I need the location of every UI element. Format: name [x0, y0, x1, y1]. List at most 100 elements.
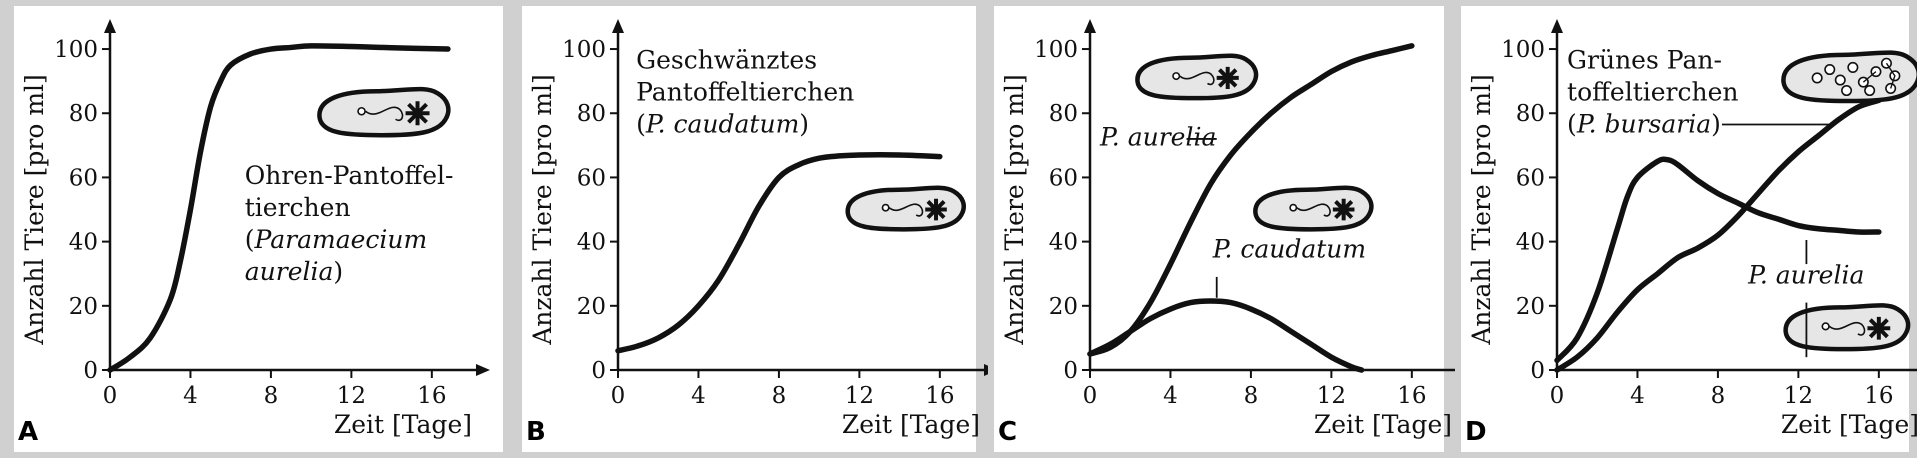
y-axis-title: Anzahl Tiere [pro ml]: [528, 74, 557, 346]
x-tick-label: 4: [1163, 383, 1178, 409]
y-tick-label: 80: [69, 101, 98, 127]
x-tick-label: 12: [1317, 383, 1346, 409]
paramecium-icon: [845, 185, 966, 232]
contractile-vacuole-icon: [1867, 316, 1891, 340]
y-tick-label: 80: [1049, 101, 1078, 127]
annotation-paren: (: [636, 109, 646, 138]
y-tick-label: 20: [577, 294, 606, 320]
vacuole-icon: [1289, 203, 1298, 212]
x-tick-label: 16: [925, 383, 954, 409]
x-tick-label: 4: [183, 383, 198, 409]
x-tick-label: 16: [1397, 383, 1426, 409]
x-tick-label: 12: [845, 383, 874, 409]
panel-letter: C: [998, 417, 1017, 447]
vacuole-icon: [357, 106, 366, 116]
annotation-line: (P. caudatum): [636, 109, 809, 138]
cell-line-icon: [1862, 62, 1896, 89]
annotation-line: (P. bursaria): [1567, 109, 1721, 138]
y-tick-label: 0: [591, 358, 606, 384]
panel-left-strip: [8, 6, 14, 452]
vacuole-icon: [1172, 72, 1181, 81]
annotation-paren: (: [245, 225, 255, 254]
annotation-species: P. caudatum: [645, 109, 799, 138]
series-line-2: [1554, 156, 1882, 364]
cell-line-icon: [888, 203, 924, 217]
x-axis-title: Zeit [Tage]: [1314, 410, 1452, 439]
y-tick-label: 60: [69, 165, 98, 191]
paramecium-icon: [1253, 185, 1374, 232]
paramecium-icon: [1783, 303, 1911, 352]
series-line-1: [1554, 97, 1882, 373]
annotation-paren: (: [1567, 109, 1577, 138]
y-tick-label: 100: [1034, 37, 1078, 63]
y-tick-label: 100: [1501, 37, 1545, 63]
y-tick-label: 0: [1063, 358, 1078, 384]
chloroplast-icon: [1834, 74, 1846, 86]
series-label-p-caudatum: P. caudatum: [1212, 235, 1366, 264]
x-tick-label: 12: [337, 383, 366, 409]
x-tick-label: 8: [1711, 383, 1726, 409]
y-tick-label: 60: [1049, 165, 1078, 191]
x-tick-label: 0: [1083, 383, 1098, 409]
x-tick-label: 4: [1630, 383, 1645, 409]
chloroplast-icon: [1864, 85, 1876, 97]
x-tick-label: 8: [264, 383, 279, 409]
series-line-1: [1087, 43, 1415, 357]
y-tick-label: 100: [562, 37, 606, 63]
y-tick-label: 40: [69, 230, 98, 256]
chloroplast-icon: [1841, 85, 1853, 97]
paramecium-icon: [1135, 53, 1259, 101]
panel-background: [8, 6, 503, 452]
y-axis-arrow-icon: [104, 19, 116, 33]
annotation-species: aurelia: [245, 257, 334, 286]
chloroplast-icon: [1811, 72, 1823, 84]
x-tick-label: 0: [103, 383, 118, 409]
paramecium-icon: [317, 86, 451, 138]
cell-line-icon: [365, 106, 404, 122]
annotation-line: Ohren-Pantoffel-: [245, 161, 454, 190]
y-tick-label: 40: [1049, 230, 1078, 256]
annotation-line: aurelia): [245, 257, 343, 286]
cell-line-icon: [1179, 71, 1215, 86]
annotation-line: Pantoffeltierchen: [636, 77, 854, 106]
annotation-paren: ): [333, 257, 343, 286]
panel-letter: A: [18, 417, 38, 447]
panel-left-strip: [1455, 6, 1461, 452]
y-tick-label: 40: [577, 230, 606, 256]
series-label-p-aurelia: P. aurelia: [1747, 260, 1864, 289]
contractile-vacuole-icon: [925, 198, 947, 221]
y-axis-arrow-icon: [612, 19, 624, 33]
y-tick-label: 0: [83, 358, 98, 384]
x-tick-label: 16: [1864, 383, 1893, 409]
annotation-paren: ): [799, 109, 809, 138]
chloroplast-icon: [1847, 61, 1859, 73]
y-axis-title: Anzahl Tiere [pro ml]: [1467, 74, 1496, 346]
annotation-line: toffeltierchen: [1567, 77, 1738, 106]
x-tick-label: 0: [611, 383, 626, 409]
series-label-p-aurelia: P. aurelia: [1099, 122, 1216, 151]
annotation-line: (Paramaecium: [245, 225, 427, 254]
vacuole-icon: [881, 203, 890, 212]
x-tick-label: 0: [1550, 383, 1565, 409]
y-tick-label: 20: [1049, 294, 1078, 320]
chloroplast-icon: [1880, 57, 1892, 69]
y-tick-label: 80: [577, 101, 606, 127]
y-axis-title: Anzahl Tiere [pro ml]: [20, 74, 49, 346]
vacuole-icon: [1821, 322, 1830, 331]
annotation-paren: ): [1711, 109, 1721, 138]
series-line-1: [615, 152, 943, 354]
x-tick-label: 4: [691, 383, 706, 409]
y-tick-label: 100: [54, 37, 98, 63]
panel-letter: D: [1465, 417, 1487, 447]
annotation-line: tierchen: [245, 193, 351, 222]
x-tick-label: 8: [1244, 383, 1259, 409]
series-line-2: [1087, 298, 1365, 373]
x-tick-label: 8: [772, 383, 787, 409]
contractile-vacuole-icon: [1332, 198, 1355, 221]
y-tick-label: 20: [1516, 294, 1545, 320]
y-tick-label: 60: [577, 165, 606, 191]
series-line-1: [107, 43, 451, 373]
